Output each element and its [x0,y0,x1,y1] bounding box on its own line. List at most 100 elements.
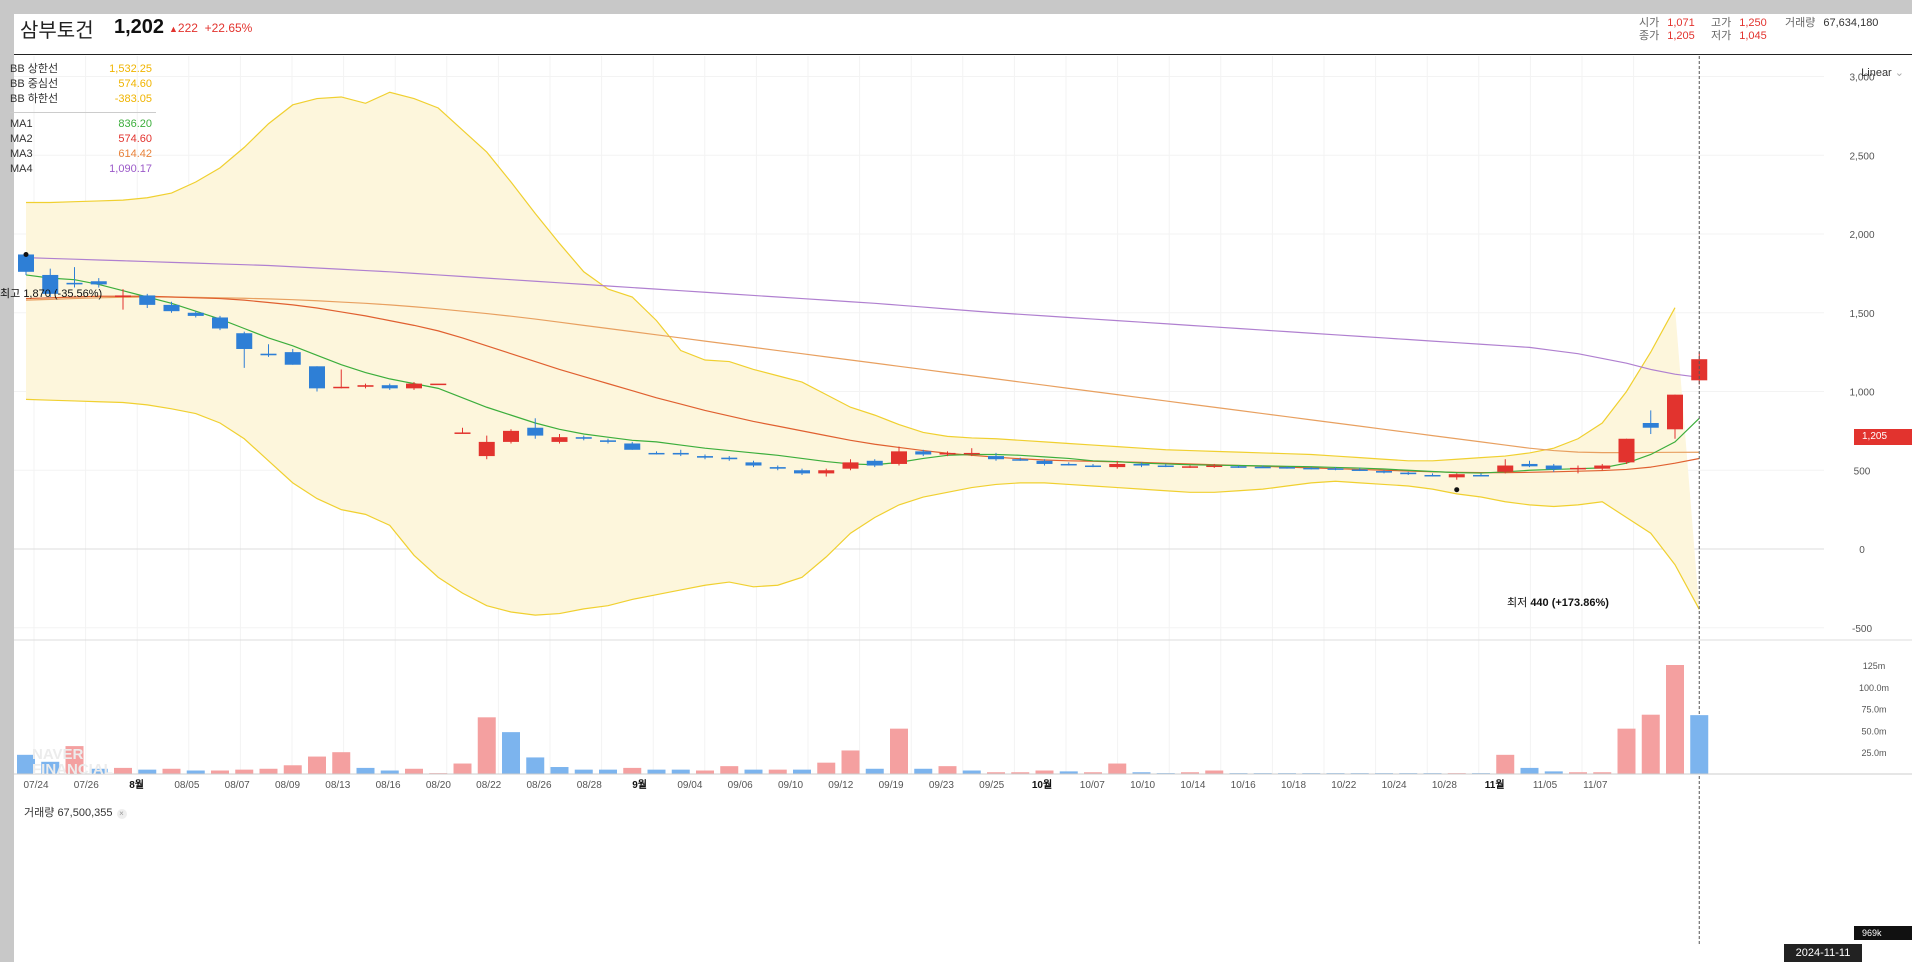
candle-body [1012,459,1029,461]
volume-bar [647,769,666,774]
candle-body [648,452,665,455]
x-axis-tick-label: 09/04 [677,780,702,791]
y-axis-tick-label: 2,500 [1849,151,1874,162]
candle-body [527,427,544,436]
ma3-line [25,296,1700,454]
y-axis-tick-label: 1,000 [1849,388,1874,399]
candle-body [139,295,156,305]
x-axis-tick-label: 08/07 [225,780,250,791]
x-axis-tick-label: 09/10 [778,780,803,791]
volume-bar [405,768,423,774]
candle-body [1036,460,1053,464]
bb-legend-row: BB 상한선 1,532.25 [10,62,152,77]
volume-bar [599,769,617,774]
bb-legend-row: BB 중심선 574.60 [10,77,152,92]
ma-legend-value: 836.20 [118,118,152,130]
volume-label-value: 67,500,355 [57,807,113,819]
x-axis-tick-label: 10/14 [1180,780,1205,791]
bb-legend-label: BB 상한선 [10,63,59,75]
stock-header: 삼부토건 1,202 ▲222 +22.65% 시가 1,071 고가 1,250 … [14,14,1912,55]
stock-change: ▲222 +22.65% [169,21,252,35]
volume-axis-tick-label: 50.0m [1861,726,1886,736]
high-annotation-value: 1,870 (-35.56%) [23,288,103,300]
candle-body [939,452,956,455]
price-chart[interactable]: 3,000 2,500 2,000 1,500 1,000 500 0 -500 125m 100… [14,14,1912,962]
volume-bar [308,756,326,774]
volume-bar [696,770,714,774]
volume-bar [938,766,957,774]
volume-bar [1569,772,1587,774]
volume-bar [768,769,787,774]
volume-bar [1666,665,1684,774]
candle-body [1206,465,1223,468]
bb-lower-line [25,398,1700,616]
candle-body [1667,394,1683,430]
x-axis-tick-label: 08/22 [476,780,501,791]
change-amount: 222 [177,21,198,35]
volume-axis-tick-label: 25.0m [1861,748,1886,758]
ma-legend: MA1 836.20 MA2 574.60 MA3 614.42 MA4 1,090.17 [10,117,156,177]
candle-body [284,352,301,365]
volume-bar [623,767,642,774]
candle-body [1303,467,1320,470]
x-axis-tick-label: 07/24 [23,780,48,791]
candle-body [721,457,738,460]
ma-legend-label: MA4 [10,163,33,175]
volume-bar [914,768,933,774]
candle-body [478,441,495,457]
candle-body [745,462,762,466]
bb-legend-value: 574.60 [118,78,152,90]
volume-bar [162,768,181,774]
up-triangle-icon: ▲ [169,24,178,34]
stat-low: 저가 1,045 [1711,27,1767,43]
low-annotation-value: 440 (+173.86%) [1530,597,1609,609]
volume-label-text: 거래량 [24,807,55,819]
candle-body [1060,463,1077,466]
x-axis-tick-label: 10/10 [1130,780,1155,791]
high-annotation: 최고 1,870 (-35.56%) [0,285,102,301]
candle-body [551,437,568,442]
volume-bar [671,769,690,774]
volume-bar [65,746,84,774]
volume-bar [1690,715,1709,774]
candle-body [600,440,616,442]
legend-divider [10,112,156,113]
y-axis-tick-label: 1,500 [1849,309,1874,320]
volume-axis-tick-label: 125m [1863,661,1886,671]
candle-body [357,385,374,387]
volume-bar [1641,714,1660,774]
ma-legend-label: MA2 [10,133,33,145]
scale-mode-toggle[interactable]: Linear ⌄ [1861,66,1904,79]
volume-bar [1617,728,1636,774]
volume-bar [114,767,132,774]
candle-body [1618,438,1635,463]
stat-volume: 거래량 67,634,180 [1785,14,1878,30]
bb-legend-value: 1,532.25 [109,63,152,75]
ma-legend-row: MA2 574.60 [10,132,152,147]
x-axis-tick-label: 11월 [1485,779,1505,791]
candle-body [1327,468,1344,470]
volume-bar [793,769,811,774]
bb-upper-line [26,91,1676,462]
ma-legend-value: 574.60 [118,133,152,145]
volume-bar [211,770,229,774]
x-axis-tick-label: 08/16 [376,780,401,791]
chart-frame: 삼부토건 1,202 ▲222 +22.65% 시가 1,071 고가 1,250 … [0,14,1912,962]
y-axis-tick-label: 500 [1854,466,1871,477]
candle-body [891,451,907,464]
candle-body [842,462,859,469]
stock-price: 1,202 [114,16,165,38]
volume-bar [356,767,375,774]
x-axis-tick-label: 07/26 [74,780,99,791]
candle-body [163,304,180,312]
volume-bar [453,763,472,774]
close-icon[interactable]: × [116,809,127,819]
volume-bar [720,766,739,774]
candle-body [1497,465,1514,472]
volume-bar [332,752,351,774]
candle-body [1254,466,1271,469]
x-axis-tick-label: 09/19 [879,780,904,791]
high-annotation-label: 최고 [0,288,21,300]
volume-bar [1593,772,1612,774]
volume-bar [550,767,569,774]
